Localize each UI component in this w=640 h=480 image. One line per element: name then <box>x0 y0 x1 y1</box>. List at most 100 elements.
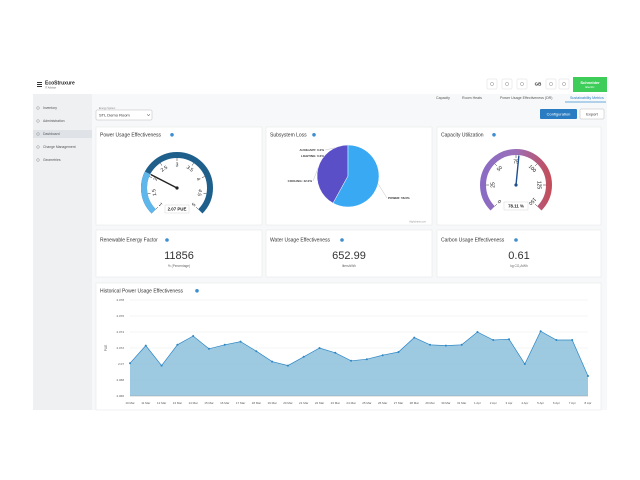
y-axis-label: PUE <box>104 345 108 352</box>
gauge-tick <box>160 162 163 166</box>
gauge-tick <box>494 203 498 207</box>
pie-label: AUXILIARY: 0.0% <box>299 148 324 152</box>
panel-title: Historical Power Usage Effectiveness <box>100 288 183 294</box>
gauge-tick <box>494 163 498 167</box>
y-tick-label: 2.07 <box>118 362 124 366</box>
gauge-value-arc <box>141 171 156 214</box>
x-tick-label: 18 Mar <box>252 401 261 405</box>
tab[interactable]: Capacity <box>436 96 450 100</box>
nav-item[interactable]: Administration <box>43 119 65 123</box>
y-tick-label: 2.074 <box>116 330 124 334</box>
pie-connector <box>377 183 388 199</box>
gauge-tick <box>191 162 194 166</box>
logo[interactable]: EcoStruxure IT Advisor <box>37 80 75 90</box>
area-fill <box>130 331 588 396</box>
x-tick-label: 7 Apr <box>569 401 576 405</box>
x-tick-label: 6 Apr <box>553 401 560 405</box>
gauge-tick-label: 0 <box>497 198 503 204</box>
gauge-tick-label: 2 <box>153 177 160 182</box>
logo-subtext: IT Advisor <box>45 87 56 90</box>
selector-label: Energy System <box>99 107 115 110</box>
data-point <box>271 360 274 363</box>
tab[interactable]: Sustainability Metrics <box>570 96 604 100</box>
data-point <box>350 359 353 362</box>
y-tick-label: 2.066 <box>116 394 124 398</box>
tab[interactable]: Room Heats <box>462 96 482 100</box>
top-bar <box>33 75 607 94</box>
area-line <box>129 330 589 377</box>
gauge-tick-label: 100 <box>527 164 537 174</box>
x-tick-label: 19 Mar <box>267 401 276 405</box>
language[interactable]: GB <box>535 82 543 87</box>
x-tick-label: 16 Mar <box>220 401 229 405</box>
gauge-tick-label: 4 <box>195 177 202 182</box>
data-point <box>539 330 542 333</box>
pie-label: POWER: 58.0% <box>388 196 410 200</box>
gauge-tick <box>149 176 153 178</box>
icon-button[interactable] <box>516 78 528 90</box>
x-tick-label: 31 Mar <box>457 401 466 405</box>
panel <box>436 229 602 278</box>
selector-box <box>95 109 153 121</box>
x-tick-label: 13 Mar <box>173 401 182 405</box>
x-tick-label: 5 Apr <box>537 401 544 405</box>
gauge-tick <box>201 176 205 178</box>
data-point <box>318 347 321 349</box>
data-point <box>492 339 495 341</box>
x-tick-label: 27 Mar <box>394 401 403 405</box>
data-point <box>207 347 210 350</box>
kpi-unit: % (Percentage) <box>168 264 190 268</box>
y-tick-label: 2.076 <box>116 314 124 318</box>
sidebar <box>33 94 92 410</box>
gauge-hub <box>175 186 179 190</box>
data-point <box>365 358 368 361</box>
icon-button[interactable] <box>558 78 570 90</box>
gauge-tick-label: 1.5 <box>151 188 158 196</box>
gauge-tick <box>203 193 207 195</box>
gauge-value-box <box>164 204 190 214</box>
export-button[interactable] <box>579 108 605 120</box>
gauge-tick <box>534 203 538 207</box>
gauge-tick <box>534 163 538 167</box>
x-tick-label: 10 Mar <box>125 401 134 405</box>
nav-item[interactable]: Inventory <box>43 106 57 110</box>
x-tick-label: 22 Mar <box>315 401 324 405</box>
sidebar-nav: Inventory Administration Dashboard Change M… <box>36 106 76 162</box>
configuration-button[interactable] <box>540 109 577 119</box>
tab[interactable]: Power Usage Effectiveness (DR) <box>500 96 552 100</box>
panel-title: Capacity Utilization <box>441 132 484 138</box>
icon-button[interactable] <box>545 78 557 90</box>
x-tick-label: 20 Mar <box>283 401 292 405</box>
pie-label: COOLING: 42.0% <box>288 179 313 183</box>
data-point <box>397 351 400 353</box>
pie-connector <box>312 168 319 182</box>
nav-item[interactable]: Change Management <box>43 145 76 149</box>
x-tick-label: 14 Mar <box>189 401 198 405</box>
brand: Schneider Electric <box>573 77 607 92</box>
panel <box>265 229 433 278</box>
gauge-tick-label: 125 <box>536 181 542 190</box>
gauge-needle <box>150 174 178 189</box>
nav-item[interactable]: Dashboard <box>43 132 60 136</box>
data-point <box>476 331 479 333</box>
x-tick-label: 25 Mar <box>362 401 371 405</box>
x-tick-label: 8 Apr <box>584 401 591 405</box>
icon-button[interactable] <box>486 78 498 90</box>
icon-button[interactable] <box>501 78 513 90</box>
button-label: Export <box>586 111 598 116</box>
nav-item[interactable]: Geometries <box>43 158 61 162</box>
gauge-value-box <box>503 201 529 211</box>
data-point <box>176 343 179 346</box>
x-tick-label: 28 Mar <box>410 401 419 405</box>
kpi-title: Carbon Usage Effectiveness <box>441 237 505 243</box>
gauge-tick-label: 150 <box>527 196 537 206</box>
header-icons: GB <box>486 78 570 90</box>
gauge-tick-label: 4.5 <box>196 188 203 196</box>
x-tick-label: 30 Mar <box>441 401 450 405</box>
data-point <box>286 364 289 367</box>
pie-slice <box>332 144 380 208</box>
selector[interactable]: Energy System STL Demo Room <box>95 107 153 121</box>
info-icons <box>165 133 518 293</box>
gauge-tick-label: 3.5 <box>185 165 194 174</box>
gauge-track <box>480 149 552 211</box>
